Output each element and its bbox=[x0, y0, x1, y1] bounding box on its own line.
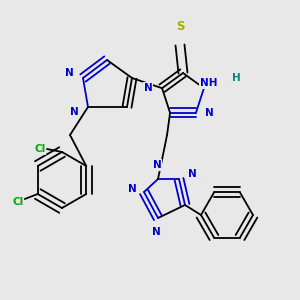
Text: H: H bbox=[232, 73, 240, 83]
Text: N: N bbox=[70, 107, 78, 117]
Text: Cl: Cl bbox=[12, 197, 23, 207]
Text: N: N bbox=[153, 160, 161, 170]
Text: NH: NH bbox=[200, 78, 218, 88]
Text: N: N bbox=[205, 108, 213, 118]
Text: N: N bbox=[152, 227, 160, 237]
Text: N: N bbox=[128, 184, 136, 194]
Text: S: S bbox=[176, 20, 184, 34]
Text: N: N bbox=[64, 68, 74, 78]
Text: Cl: Cl bbox=[34, 144, 46, 154]
Text: N: N bbox=[144, 83, 152, 93]
Text: N: N bbox=[188, 169, 196, 179]
